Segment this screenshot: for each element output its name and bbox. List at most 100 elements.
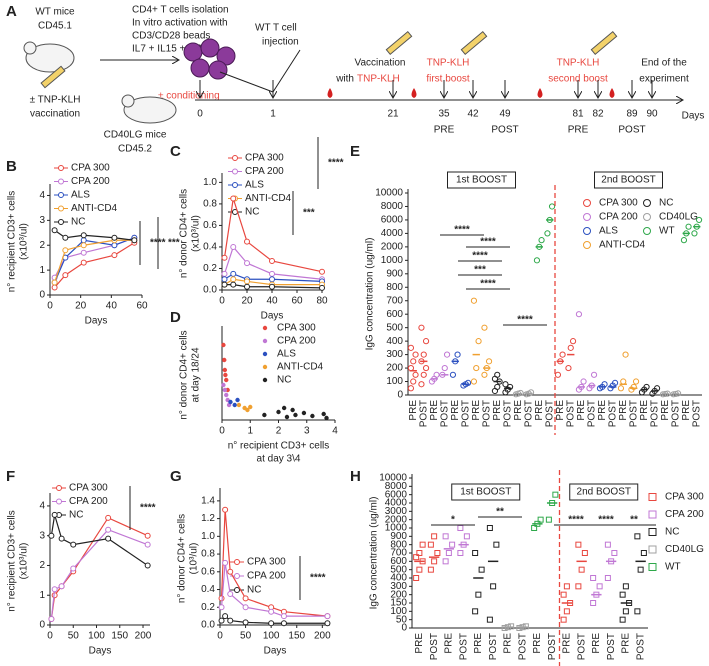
data-point <box>80 237 87 244</box>
data-point <box>695 216 703 224</box>
legend-label: ALS <box>599 226 618 237</box>
legend-label: ALS <box>71 190 90 201</box>
legend-label: CPA 200 <box>71 176 110 187</box>
data-point <box>324 613 331 620</box>
y-tick-label: 0.4 <box>201 584 215 595</box>
vaccination-text: Vaccination <box>355 58 406 69</box>
legend-marker <box>262 377 268 383</box>
y-tick-label: 0.2 <box>203 263 217 274</box>
y-tick-label: 4000 <box>385 498 408 509</box>
data-point <box>590 371 598 378</box>
data-point <box>434 550 441 556</box>
data-point <box>464 379 472 386</box>
legend-marker <box>583 241 591 249</box>
y-tick-label: 0 <box>39 620 45 631</box>
syringe-icon <box>40 65 66 89</box>
data-point <box>280 620 287 627</box>
y-tick-label: 10000 <box>379 473 407 484</box>
data-point <box>622 608 629 615</box>
data-point <box>611 379 619 386</box>
y-tick-label: 8000 <box>385 481 408 492</box>
y-tick-label: 0.6 <box>203 220 217 231</box>
data-point <box>431 533 438 540</box>
legend-label: CPA 200 <box>665 509 704 520</box>
legend-marker <box>56 498 62 505</box>
data-point <box>569 338 577 345</box>
y-tick-label: 200 <box>390 589 407 600</box>
data-point <box>422 338 430 345</box>
donor-vaccination: vaccination <box>30 109 80 120</box>
data-point <box>545 516 552 523</box>
data-point <box>80 242 87 249</box>
data-point <box>244 238 250 245</box>
y-tick-label: 0.0 <box>201 620 215 631</box>
y-axis-title: IgG concentration (ug/ml) <box>365 238 376 351</box>
legend-label: NC <box>277 375 291 386</box>
legend-marker <box>232 155 238 161</box>
boost-label: 2nd BOOST <box>577 487 631 498</box>
y-tick-label: 900 <box>386 268 403 279</box>
data-point <box>236 402 242 408</box>
data-point <box>111 234 118 241</box>
day-label: 35 <box>438 109 450 120</box>
data-point <box>410 358 417 365</box>
panel-label: E <box>350 143 360 160</box>
x-tick-label: 60 <box>291 296 303 307</box>
data-point <box>622 351 629 358</box>
y-tick-label: 4 <box>39 190 45 201</box>
legend-marker <box>232 168 238 175</box>
y-tick-label: 1.2 <box>201 513 215 524</box>
x-tick-label: PRE <box>681 400 692 421</box>
x-tick-label: PRE <box>562 633 573 654</box>
x-tick-label: 60 <box>136 301 148 312</box>
data-point <box>144 532 151 539</box>
data-point <box>221 270 228 277</box>
data-point <box>248 404 253 410</box>
data-point <box>230 281 237 288</box>
y-tick-label: 0.6 <box>201 566 215 577</box>
data-point <box>470 378 478 385</box>
x-tick-label: POST <box>439 400 450 427</box>
x-axis-title: Days <box>85 316 108 327</box>
x-tick-label: 0 <box>219 296 225 307</box>
x-tick-label: 1 <box>247 426 253 437</box>
x-tick-label: PRE <box>503 633 514 654</box>
y-tick-label: 1 <box>39 265 45 276</box>
boost-box <box>451 483 521 501</box>
days-label: Days <box>682 111 705 122</box>
data-point <box>565 364 572 372</box>
legend-label: CPA 200 <box>247 571 286 582</box>
data-point <box>227 617 234 624</box>
data-point <box>413 554 420 561</box>
boost-text: first boost <box>426 74 470 85</box>
data-point <box>80 259 87 266</box>
y-axis-title: n° donor CD4+ cells <box>177 514 188 603</box>
y-axis-title: n° recipient CD3+ cells <box>7 191 18 293</box>
y-tick-label: 0.0 <box>203 285 217 296</box>
day-label: 90 <box>646 109 658 120</box>
legend-label: CD40LG <box>665 544 704 555</box>
injection-text: injection <box>262 37 299 48</box>
data-point <box>321 411 326 417</box>
data-point <box>522 623 529 630</box>
y-tick-label: 0 <box>39 290 45 301</box>
sample-label: PRE <box>568 125 589 136</box>
data-point <box>227 568 234 575</box>
x-tick-label: POST <box>691 400 702 427</box>
panel-label: C <box>170 143 181 160</box>
legend-label: CPA 200 <box>245 166 284 177</box>
data-point <box>485 358 493 365</box>
y-tick-label: 500 <box>390 564 407 575</box>
y-axis-title: at day 18/24 <box>191 347 202 402</box>
data-point <box>590 575 597 581</box>
data-point <box>144 562 151 569</box>
x-tick-label: PRE <box>576 400 587 421</box>
legend-marker <box>58 205 64 212</box>
injection-text: WT T cell <box>255 23 297 34</box>
x-tick-label: 0 <box>217 631 223 642</box>
x-tick-label: POST <box>544 400 555 427</box>
y-tick-label: 1000 <box>385 523 408 534</box>
data-point <box>449 371 457 378</box>
panel-label: F <box>6 468 15 485</box>
data-point <box>422 364 430 372</box>
